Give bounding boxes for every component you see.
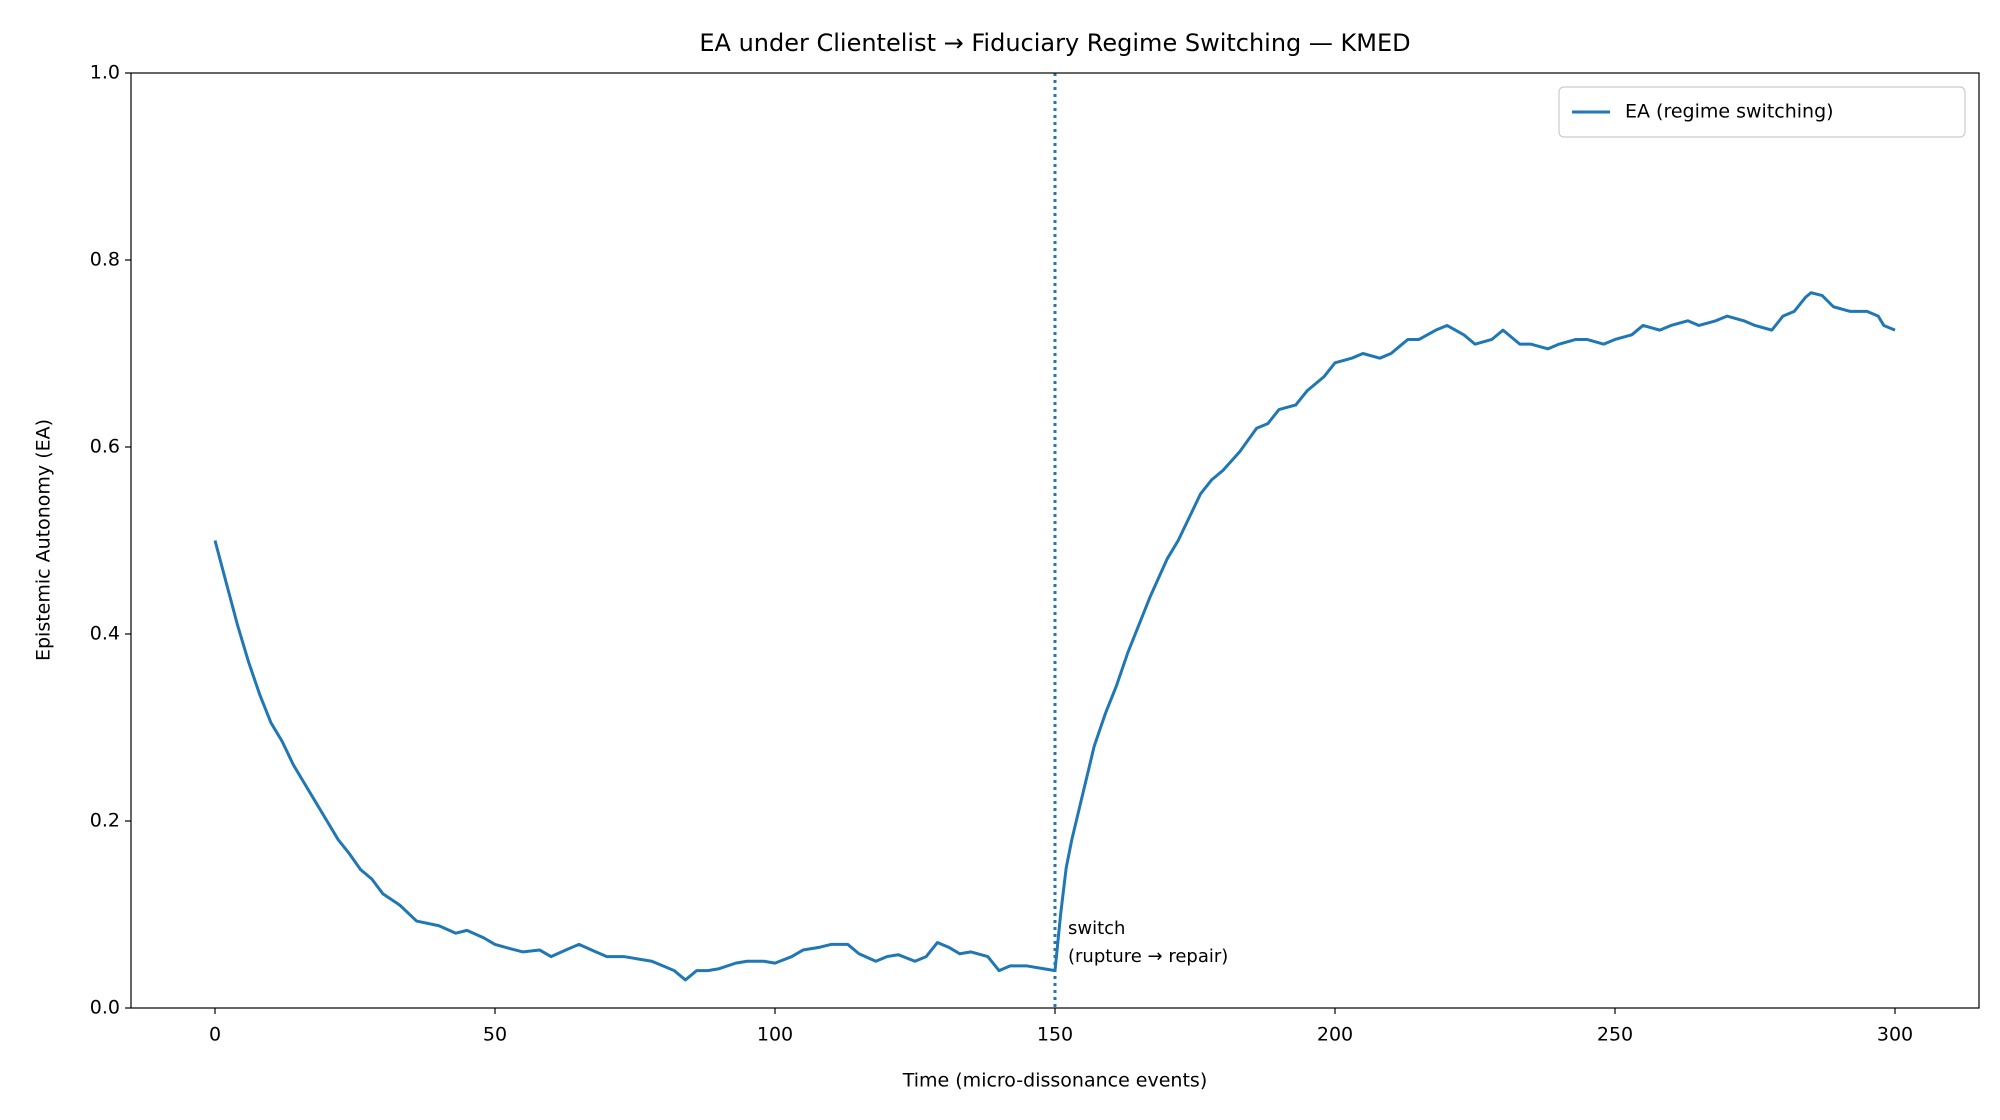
y-tick-label: 0.8 — [90, 249, 120, 271]
y-axis-label: Epistemic Autonomy (EA) — [33, 419, 55, 661]
annotation: (rupture → repair) — [1068, 946, 1228, 967]
y-tick-label: 1.0 — [90, 62, 120, 84]
x-axis-label: Time (micro-dissonance events) — [902, 1070, 1208, 1092]
x-tick-label: 150 — [1037, 1024, 1073, 1046]
x-tick-label: 250 — [1597, 1024, 1633, 1046]
data-line — [213, 291, 1896, 982]
x-tick-label: 50 — [483, 1024, 507, 1046]
y-tick-label: 0.6 — [90, 436, 120, 458]
axes-frame — [130, 72, 1980, 1009]
x-tick-label: 100 — [757, 1024, 793, 1046]
chart-title: EA under Clientelist → Fiduciary Regime … — [699, 29, 1410, 57]
x-tick-label: 200 — [1317, 1024, 1353, 1046]
annotation: switch — [1068, 918, 1125, 939]
y-tick-label: 0.0 — [90, 997, 120, 1019]
legend-box — [1558, 86, 1966, 138]
y-tick-label: 0.4 — [90, 623, 120, 645]
x-tick-label: 300 — [1877, 1024, 1913, 1046]
x-tick-label: 0 — [209, 1024, 221, 1046]
legend-label: EA (regime switching) — [1625, 101, 1834, 123]
y-tick-label: 0.2 — [90, 810, 120, 832]
